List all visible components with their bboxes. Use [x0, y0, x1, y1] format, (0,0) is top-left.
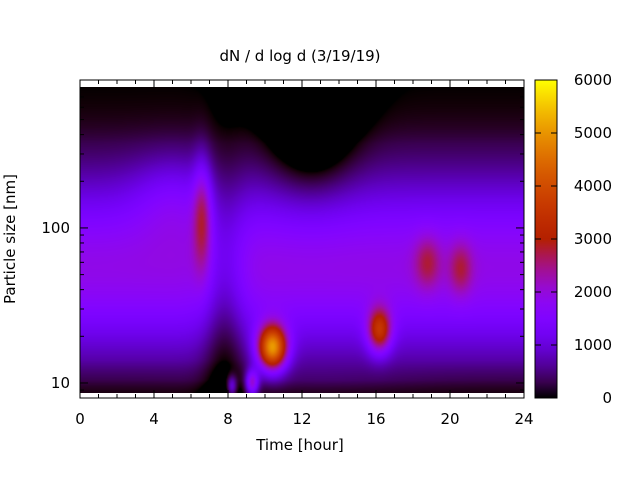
chart-title: dN / d log d (3/19/19) — [219, 47, 380, 65]
colorbar-tick-label: 2000 — [574, 283, 612, 301]
x-tick-label: 20 — [440, 410, 459, 428]
x-tick-label: 8 — [223, 410, 233, 428]
x-tick-label: 4 — [149, 410, 159, 428]
x-axis-label: Time [hour] — [255, 436, 344, 454]
x-tick-label: 16 — [366, 410, 385, 428]
x-tick-label: 12 — [292, 410, 311, 428]
y-axis-label: Particle size [nm] — [1, 174, 19, 304]
colorbar-axis: 0 1000 2000 3000 4000 5000 6000 — [535, 71, 612, 407]
colorbar-tick-label: 0 — [602, 389, 612, 407]
y-axis: 10 100 — [41, 79, 524, 399]
y-tick-label: 100 — [41, 219, 70, 237]
colorbar-tick-label: 6000 — [574, 71, 612, 89]
colorbar-tick-label: 3000 — [574, 230, 612, 248]
x-tick-label: 24 — [514, 410, 533, 428]
y-tick-label: 10 — [51, 374, 70, 392]
colorbar-tick-label: 5000 — [574, 124, 612, 142]
colorbar-tick-label: 4000 — [574, 177, 612, 195]
colorbar-tick-label: 1000 — [574, 336, 612, 354]
heatmap-image — [80, 87, 524, 393]
x-tick-label: 0 — [75, 410, 85, 428]
x-axis: 0 4 8 12 16 20 24 — [75, 80, 534, 428]
